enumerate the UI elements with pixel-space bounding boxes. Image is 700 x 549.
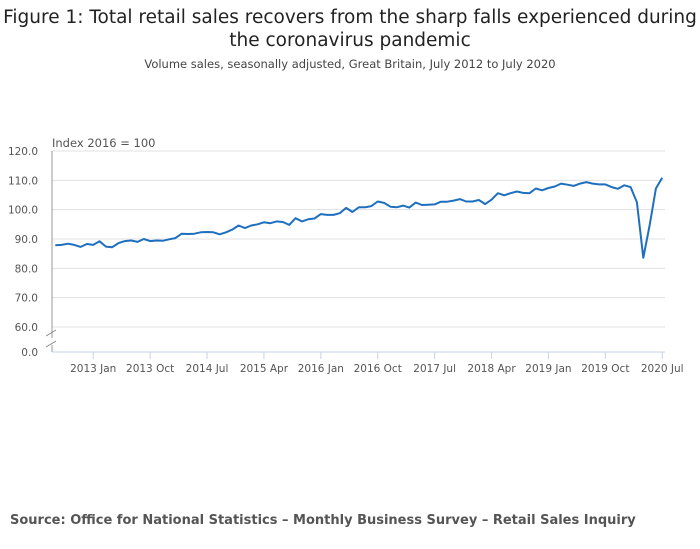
- x-tick-label: 2014 Jul: [186, 363, 229, 375]
- x-tick-label: 2017 Jul: [413, 363, 456, 375]
- source-note: Source: Office for National Statistics –…: [10, 513, 636, 528]
- y-tick-label: 80.0: [15, 263, 38, 275]
- chart-subtitle: Volume sales, seasonally adjusted, Great…: [144, 57, 556, 71]
- chart-title: Figure 1: Total retail sales recovers fr…: [3, 7, 697, 51]
- x-tick-label: 2018 Apr: [467, 363, 516, 375]
- y-tick-label: 120.0: [8, 146, 38, 158]
- y-axis-label: Index 2016 = 100: [52, 136, 155, 150]
- y-tick-label: 90.0: [15, 234, 38, 246]
- axis-break-mark: [45, 340, 57, 348]
- y-tick-label: 0.0: [21, 347, 38, 359]
- x-tick-label: 2013 Jan: [70, 363, 116, 375]
- y-tick-label: 70.0: [15, 293, 38, 305]
- y-tick-label: 110.0: [8, 175, 38, 187]
- x-tick-label: 2019 Oct: [581, 363, 629, 375]
- x-tick-label: 2015 Apr: [240, 363, 289, 375]
- x-tick-label: 2020 Jul: [641, 363, 684, 375]
- y-tick-label: 100.0: [8, 205, 38, 217]
- x-tick-label: 2013 Oct: [126, 363, 174, 375]
- x-tick-label: 2016 Jan: [298, 363, 344, 375]
- x-tick-label: 2016 Oct: [354, 363, 402, 375]
- axis-break-mark: [45, 329, 57, 337]
- y-tick-label: 60.0: [15, 322, 38, 334]
- x-tick-label: 2019 Jan: [525, 363, 571, 375]
- series-line: [55, 177, 664, 259]
